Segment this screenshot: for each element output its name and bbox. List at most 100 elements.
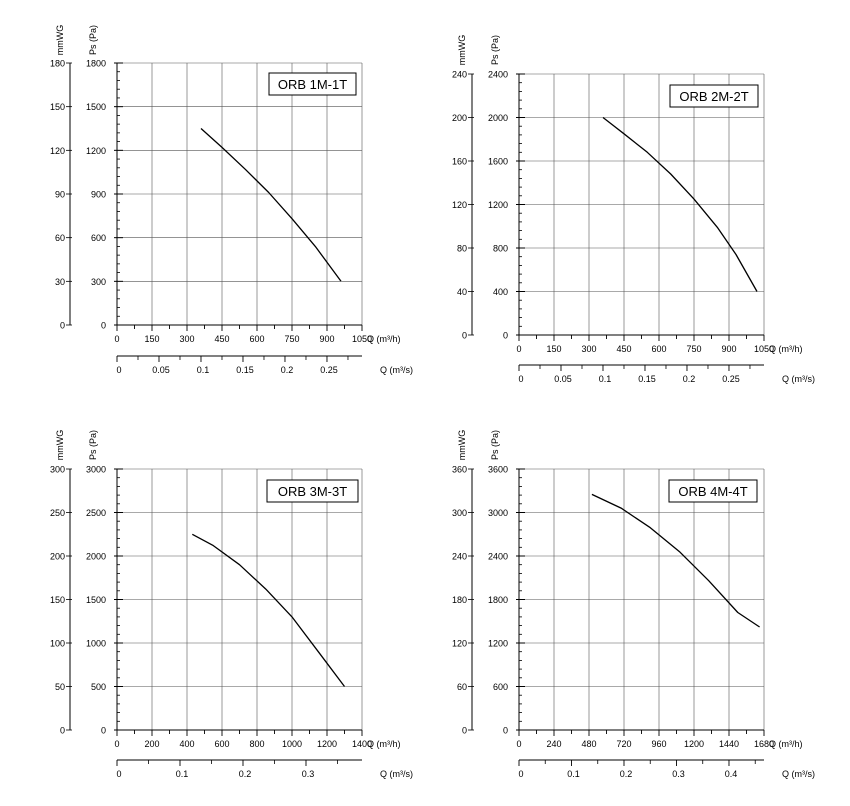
x2-tick-label: 0.2 bbox=[620, 769, 633, 779]
y2-axis-label: mmWG bbox=[55, 430, 65, 461]
y-tick-label: 300 bbox=[91, 277, 106, 287]
x-tick-label: 0 bbox=[114, 334, 119, 344]
y2-tick-label: 200 bbox=[50, 552, 65, 562]
x2-axis-label: Q (m³/s) bbox=[380, 769, 413, 779]
x-tick-label: 720 bbox=[616, 739, 631, 749]
y-tick-label: 400 bbox=[493, 287, 508, 297]
chart-title: ORB 3M-3T bbox=[278, 484, 347, 499]
x2-tick-label: 0 bbox=[116, 365, 121, 375]
x-tick-label: 200 bbox=[144, 739, 159, 749]
y2-tick-label: 160 bbox=[452, 157, 467, 167]
x-tick-label: 1440 bbox=[719, 739, 739, 749]
x2-tick-label: 0.1 bbox=[567, 769, 580, 779]
y-tick-label: 2500 bbox=[86, 508, 106, 518]
chart-title-box bbox=[669, 84, 759, 108]
y-tick-label: 800 bbox=[493, 244, 508, 254]
chart-title-box bbox=[266, 479, 359, 503]
x2-tick-label: 0.05 bbox=[554, 374, 572, 384]
x2-tick-label: 0.15 bbox=[236, 365, 254, 375]
y-tick-label: 2400 bbox=[488, 70, 508, 80]
y-tick-label: 1800 bbox=[488, 595, 508, 605]
y-tick-label: 3000 bbox=[86, 465, 106, 475]
y2-tick-label: 120 bbox=[452, 200, 467, 210]
y-axis-label: Ps (Pa) bbox=[88, 25, 98, 55]
y-tick-label: 1000 bbox=[86, 639, 106, 649]
x-axis-label: Q (m³/h) bbox=[367, 334, 401, 344]
x2-tick-label: 0 bbox=[518, 374, 523, 384]
y2-tick-label: 80 bbox=[457, 244, 467, 254]
y2-tick-label: 120 bbox=[452, 639, 467, 649]
y2-tick-label: 100 bbox=[50, 639, 65, 649]
x-tick-label: 240 bbox=[546, 739, 561, 749]
x-tick-label: 480 bbox=[581, 739, 596, 749]
y2-tick-label: 180 bbox=[50, 59, 65, 69]
y2-tick-label: 200 bbox=[452, 113, 467, 123]
x-tick-label: 300 bbox=[581, 344, 596, 354]
x2-tick-label: 0 bbox=[116, 769, 121, 779]
x-tick-label: 900 bbox=[721, 344, 736, 354]
x2-tick-label: 0.2 bbox=[239, 769, 252, 779]
y-tick-label: 1200 bbox=[86, 146, 106, 156]
x-tick-label: 960 bbox=[651, 739, 666, 749]
y2-tick-label: 250 bbox=[50, 508, 65, 518]
x2-tick-label: 0.25 bbox=[320, 365, 338, 375]
y-tick-label: 2400 bbox=[488, 552, 508, 562]
x2-axis-label: Q (m³/s) bbox=[782, 769, 815, 779]
y2-tick-label: 360 bbox=[452, 465, 467, 475]
x-tick-label: 150 bbox=[546, 344, 561, 354]
x-tick-label: 1000 bbox=[282, 739, 302, 749]
y-tick-label: 0 bbox=[101, 321, 106, 331]
chart-title-box bbox=[268, 72, 357, 96]
x2-tick-label: 0.25 bbox=[722, 374, 740, 384]
y2-tick-label: 0 bbox=[462, 726, 467, 736]
y-axis-label: Ps (Pa) bbox=[88, 430, 98, 460]
x-tick-label: 600 bbox=[651, 344, 666, 354]
fan-curve-line bbox=[191, 533, 346, 687]
y-tick-label: 0 bbox=[503, 331, 508, 341]
chart-title-box bbox=[668, 479, 758, 503]
x-tick-label: 150 bbox=[144, 334, 159, 344]
y-tick-label: 0 bbox=[101, 726, 106, 736]
y-tick-label: 1200 bbox=[488, 200, 508, 210]
x-tick-label: 1200 bbox=[317, 739, 337, 749]
y2-tick-label: 240 bbox=[452, 552, 467, 562]
y2-tick-label: 30 bbox=[55, 277, 65, 287]
x-axis-label: Q (m³/h) bbox=[769, 344, 803, 354]
y-axis-label: Ps (Pa) bbox=[490, 35, 500, 65]
y2-tick-label: 0 bbox=[462, 331, 467, 341]
chart-title: ORB 2M-2T bbox=[679, 89, 748, 104]
x-tick-label: 1050 bbox=[352, 334, 372, 344]
x2-tick-label: 0.2 bbox=[683, 374, 696, 384]
y-tick-label: 3000 bbox=[488, 508, 508, 518]
y-tick-label: 900 bbox=[91, 190, 106, 200]
x2-tick-label: 0.1 bbox=[176, 769, 189, 779]
x-tick-label: 750 bbox=[686, 344, 701, 354]
x-tick-label: 600 bbox=[249, 334, 264, 344]
y2-tick-label: 120 bbox=[50, 146, 65, 156]
x2-tick-label: 0.1 bbox=[599, 374, 612, 384]
fan-curve-line bbox=[602, 116, 758, 292]
y2-tick-label: 90 bbox=[55, 190, 65, 200]
y-tick-label: 1600 bbox=[488, 157, 508, 167]
fan-curve-line bbox=[200, 128, 342, 282]
y-tick-label: 3600 bbox=[488, 465, 508, 475]
y-tick-label: 1200 bbox=[488, 639, 508, 649]
y-axis-label: Ps (Pa) bbox=[490, 430, 500, 460]
x2-axis-label: Q (m³/s) bbox=[380, 365, 413, 375]
y-tick-label: 1500 bbox=[86, 595, 106, 605]
x-tick-label: 1680 bbox=[754, 739, 774, 749]
y-tick-label: 500 bbox=[91, 682, 106, 692]
x-tick-label: 800 bbox=[249, 739, 264, 749]
y2-axis-label: mmWG bbox=[457, 430, 467, 461]
y2-tick-label: 40 bbox=[457, 287, 467, 297]
x2-tick-label: 0.15 bbox=[638, 374, 656, 384]
x2-tick-label: 0 bbox=[518, 769, 523, 779]
x2-tick-label: 0.05 bbox=[152, 365, 170, 375]
x-tick-label: 0 bbox=[114, 739, 119, 749]
x-tick-label: 1050 bbox=[754, 344, 774, 354]
x2-tick-label: 0.1 bbox=[197, 365, 210, 375]
y-tick-label: 1800 bbox=[86, 59, 106, 69]
x-tick-label: 0 bbox=[516, 739, 521, 749]
x2-tick-label: 0.2 bbox=[281, 365, 294, 375]
